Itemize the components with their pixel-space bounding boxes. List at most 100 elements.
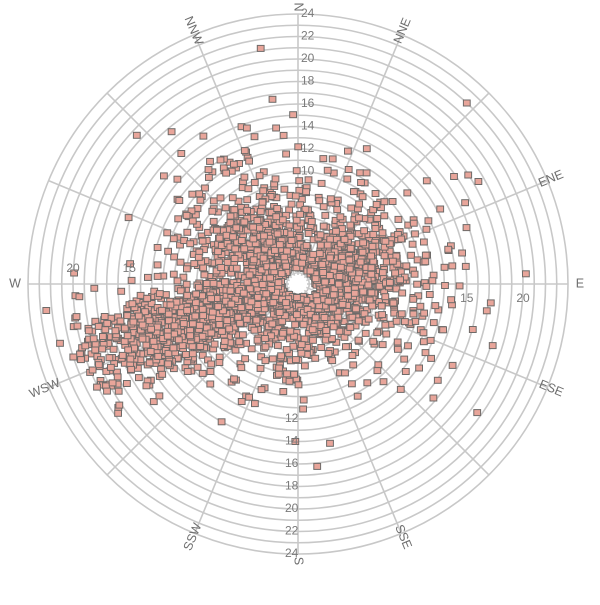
- scatter-point: [262, 290, 271, 298]
- scatter-point: [158, 306, 166, 314]
- scatter-point: [146, 348, 155, 355]
- scatter-point: [194, 253, 203, 261]
- scatter-point: [243, 124, 251, 132]
- scatter-point: [397, 235, 406, 243]
- scatter-point: [462, 99, 471, 107]
- scatter-point: [380, 252, 389, 260]
- scatter-point: [407, 251, 416, 259]
- scatter-point: [291, 192, 300, 200]
- scatter-point: [348, 313, 357, 321]
- scatter-point: [158, 370, 167, 378]
- scatter-point: [95, 361, 103, 369]
- scatter-point: [205, 173, 213, 181]
- scatter-point: [245, 393, 253, 401]
- scatter-point: [396, 385, 405, 393]
- scatter-point: [289, 342, 298, 350]
- scatter-point: [188, 217, 197, 225]
- scatter-point: [215, 321, 224, 328]
- scatter-point: [257, 386, 266, 394]
- scatter-point: [337, 263, 345, 271]
- scatter-point: [293, 311, 301, 319]
- scatter-point: [207, 329, 216, 337]
- scatter-point: [292, 167, 301, 175]
- scatter-point: [308, 326, 317, 334]
- scatter-point: [69, 353, 78, 361]
- scatter-point: [373, 329, 382, 337]
- scatter-point: [118, 351, 127, 359]
- scatter-point: [271, 222, 280, 229]
- scatter-point: [359, 239, 368, 247]
- scatter-point: [419, 329, 428, 337]
- scatter-point: [274, 370, 283, 378]
- scatter-point: [269, 263, 278, 271]
- scatter-point: [111, 327, 120, 335]
- scatter-point: [103, 387, 111, 395]
- scatter-point: [290, 370, 299, 378]
- scatter-point: [230, 206, 239, 214]
- scatter-point: [425, 291, 434, 298]
- scatter-point: [361, 329, 370, 337]
- scatter-point: [329, 291, 338, 299]
- scatter-point: [411, 230, 419, 238]
- scatter-point: [164, 349, 173, 357]
- scatter-point: [433, 376, 442, 384]
- scatter-point: [230, 375, 238, 383]
- scatter-point: [328, 304, 337, 312]
- scatter-point: [334, 280, 343, 288]
- scatter-point: [473, 409, 482, 417]
- scatter-point: [304, 230, 313, 237]
- scatter-point: [321, 336, 330, 344]
- scatter-point: [392, 317, 401, 325]
- scatter-point: [364, 315, 373, 323]
- scatter-point: [88, 366, 97, 374]
- scatter-point: [142, 341, 151, 349]
- scatter-point: [283, 370, 291, 378]
- scatter-point: [196, 343, 205, 350]
- scatter-point: [289, 111, 298, 119]
- scatter-point: [170, 330, 179, 338]
- scatter-point: [322, 287, 331, 295]
- scatter-point: [198, 237, 207, 245]
- scatter-point: [410, 270, 419, 278]
- scatter-point: [214, 303, 223, 311]
- scatter-point: [278, 317, 287, 325]
- scatter-point: [192, 290, 200, 298]
- scatter-point: [169, 270, 178, 278]
- scatter-point: [309, 336, 317, 344]
- scatter-point: [213, 226, 221, 234]
- radial-tick-label: 14: [301, 119, 315, 133]
- scatter-point: [124, 346, 132, 354]
- scatter-point: [257, 353, 266, 361]
- scatter-point: [101, 326, 110, 334]
- scatter-point: [306, 267, 315, 275]
- scatter-point: [165, 317, 173, 325]
- scatter-point: [189, 350, 197, 358]
- scatter-point: [198, 332, 207, 340]
- scatter-point: [311, 354, 320, 362]
- scatter-point: [237, 398, 246, 405]
- scatter-point: [346, 323, 355, 331]
- scatter-point: [121, 324, 129, 332]
- radial-tick-label: 15: [460, 291, 474, 305]
- scatter-point: [215, 359, 224, 366]
- scatter-point: [368, 242, 377, 250]
- scatter-point: [388, 198, 397, 205]
- scatter-point: [362, 145, 371, 153]
- scatter-point: [240, 147, 249, 155]
- scatter-point: [174, 336, 183, 344]
- scatter-point: [215, 234, 224, 242]
- scatter-point: [326, 235, 335, 243]
- scatter-point: [319, 155, 328, 163]
- scatter-point: [287, 237, 296, 244]
- scatter-point: [226, 212, 235, 220]
- scatter-point: [163, 229, 172, 237]
- scatter-point: [154, 352, 163, 360]
- scatter-point: [191, 312, 200, 320]
- scatter-point: [261, 335, 269, 342]
- scatter-point: [404, 342, 412, 350]
- scatter-point: [296, 201, 305, 209]
- scatter-point: [164, 360, 172, 368]
- scatter-point: [116, 317, 125, 325]
